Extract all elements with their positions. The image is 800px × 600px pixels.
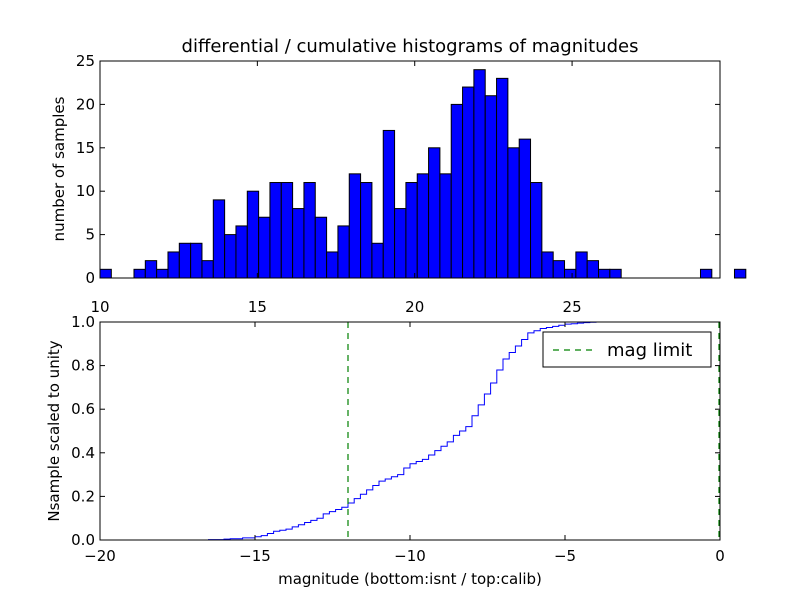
histogram-bar [484, 95, 498, 279]
histogram-bar [699, 268, 713, 279]
top-y-tick-label: 0 [85, 269, 95, 287]
histogram-bar [496, 77, 509, 279]
bottom-cdf-axes: −20 −15 −10 −5 0 0.0 0.2 0.4 0.6 0.8 1.0 mag limit [71, 313, 725, 565]
histogram-bar [144, 260, 158, 279]
legend-label: mag limit [607, 340, 692, 361]
bottom-y-tick-label: 0.6 [71, 400, 95, 418]
top-y-tick-label: 25 [76, 52, 95, 70]
histogram-bar [586, 260, 600, 279]
bottom-y-tick-label: 0.0 [71, 531, 95, 549]
histogram-bar [258, 216, 271, 279]
top-x-tick-label: 15 [248, 298, 267, 316]
figure-title: differential / cumulative histograms of … [182, 36, 639, 57]
histogram-bar [518, 138, 532, 279]
cumulative-step-line [100, 321, 627, 541]
top-x-tick-label: 10 [90, 298, 109, 316]
histogram-bar [462, 86, 475, 279]
histogram-bar [575, 251, 588, 279]
histogram-bar [337, 225, 350, 279]
histogram-bar [314, 216, 328, 279]
histogram-bar [598, 268, 611, 279]
histogram-bar [348, 173, 362, 279]
bottom-y-tick-label: 1.0 [71, 313, 95, 331]
histogram-bar [190, 242, 203, 279]
histogram-bar [416, 173, 430, 279]
bottom-x-tick-label: −20 [84, 547, 116, 565]
legend-box [542, 331, 712, 368]
histogram-bar [156, 268, 169, 279]
histogram-bar [133, 268, 146, 279]
histogram-bar [394, 208, 407, 279]
bottom-x-axis-label: magnitude (bottom:isnt / top:calib) [278, 570, 542, 588]
bottom-x-tick-label: −10 [394, 547, 426, 565]
top-x-tick-label: 25 [563, 298, 582, 316]
top-y-tick-label: 5 [85, 226, 95, 244]
histogram-bar [382, 129, 396, 279]
bottom-x-tick-label: 0 [715, 547, 725, 565]
histogram-bar [292, 208, 305, 279]
histogram-bar [201, 260, 214, 279]
histogram-bar [530, 182, 543, 279]
histogram-bar [224, 234, 237, 279]
histogram-bar [99, 268, 112, 279]
histogram-bar [235, 225, 248, 279]
bottom-x-tick-label: −15 [239, 547, 271, 565]
bottom-y-tick-label: 0.2 [71, 487, 95, 505]
histogram-bar [178, 242, 192, 279]
bottom-y-axis-label: Nsample scaled to unity [45, 340, 63, 521]
histogram-bar [360, 182, 373, 279]
top-axes-frame [99, 60, 721, 279]
histogram-bar [428, 147, 441, 279]
histogram-bar [609, 268, 622, 279]
histogram-bar [246, 190, 260, 279]
histogram-bar [552, 260, 566, 279]
histogram-bar [564, 268, 577, 279]
histogram-bar [167, 251, 180, 279]
top-y-tick-label: 20 [76, 95, 95, 113]
bottom-x-tick-label: −5 [554, 547, 576, 565]
histogram-bar [507, 147, 520, 279]
histogram-bar [371, 242, 384, 279]
histogram-bar [280, 182, 294, 279]
histogram-bar [541, 251, 554, 279]
histogram-bar [473, 69, 486, 279]
top-y-tick-label: 10 [76, 182, 95, 200]
top-y-axis-label: number of samples [50, 96, 68, 241]
legend: mag limit [542, 331, 712, 368]
histogram-bar [269, 182, 282, 279]
histogram-bar [212, 199, 226, 279]
histogram-bar [733, 268, 747, 279]
bottom-y-tick-label: 0.8 [71, 357, 95, 375]
bottom-y-tick-label: 0.4 [71, 444, 95, 462]
histogram-bar [303, 182, 316, 279]
histogram-bar [405, 182, 418, 279]
histogram-bar [439, 173, 452, 279]
top-x-tick-label: 20 [405, 298, 424, 316]
top-histogram-axes: 10 15 20 25 0 5 10 15 20 25 [76, 52, 747, 316]
histogram-bar [450, 103, 464, 279]
top-y-tick-label: 15 [76, 139, 95, 157]
histogram-bar [326, 251, 339, 279]
